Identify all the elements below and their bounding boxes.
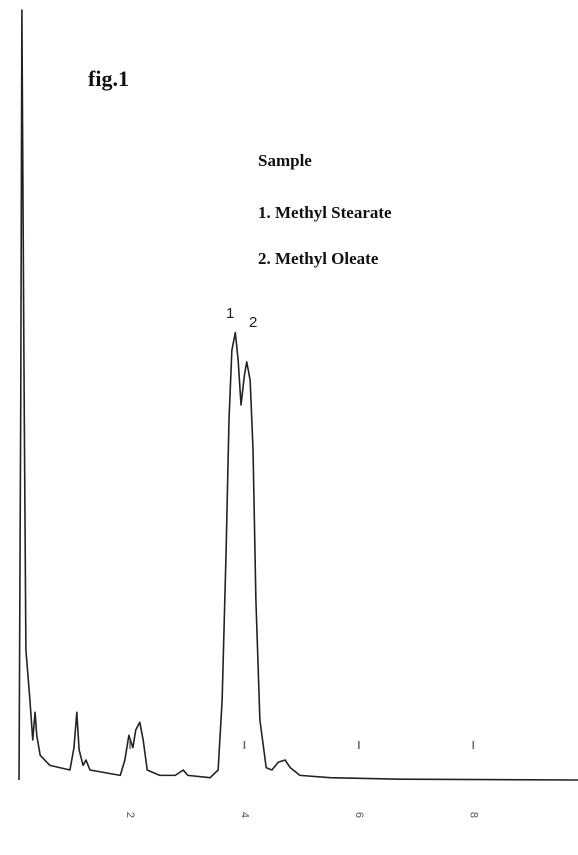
note: 2. Methyl Oleate <box>258 249 379 268</box>
x-tick-label: 6 <box>353 812 365 818</box>
x-tick-label: 8 <box>467 812 479 818</box>
peak-label: 1 <box>226 305 234 322</box>
peak-label: 2 <box>249 314 257 331</box>
note: 1. Methyl Stearate <box>258 203 392 222</box>
x-tick-label: 2 <box>124 812 136 818</box>
trace <box>18 9 578 781</box>
legend-title: Sample <box>258 151 312 170</box>
chart-title: fig.1 <box>88 66 129 91</box>
x-tick-label: 4 <box>239 812 251 818</box>
